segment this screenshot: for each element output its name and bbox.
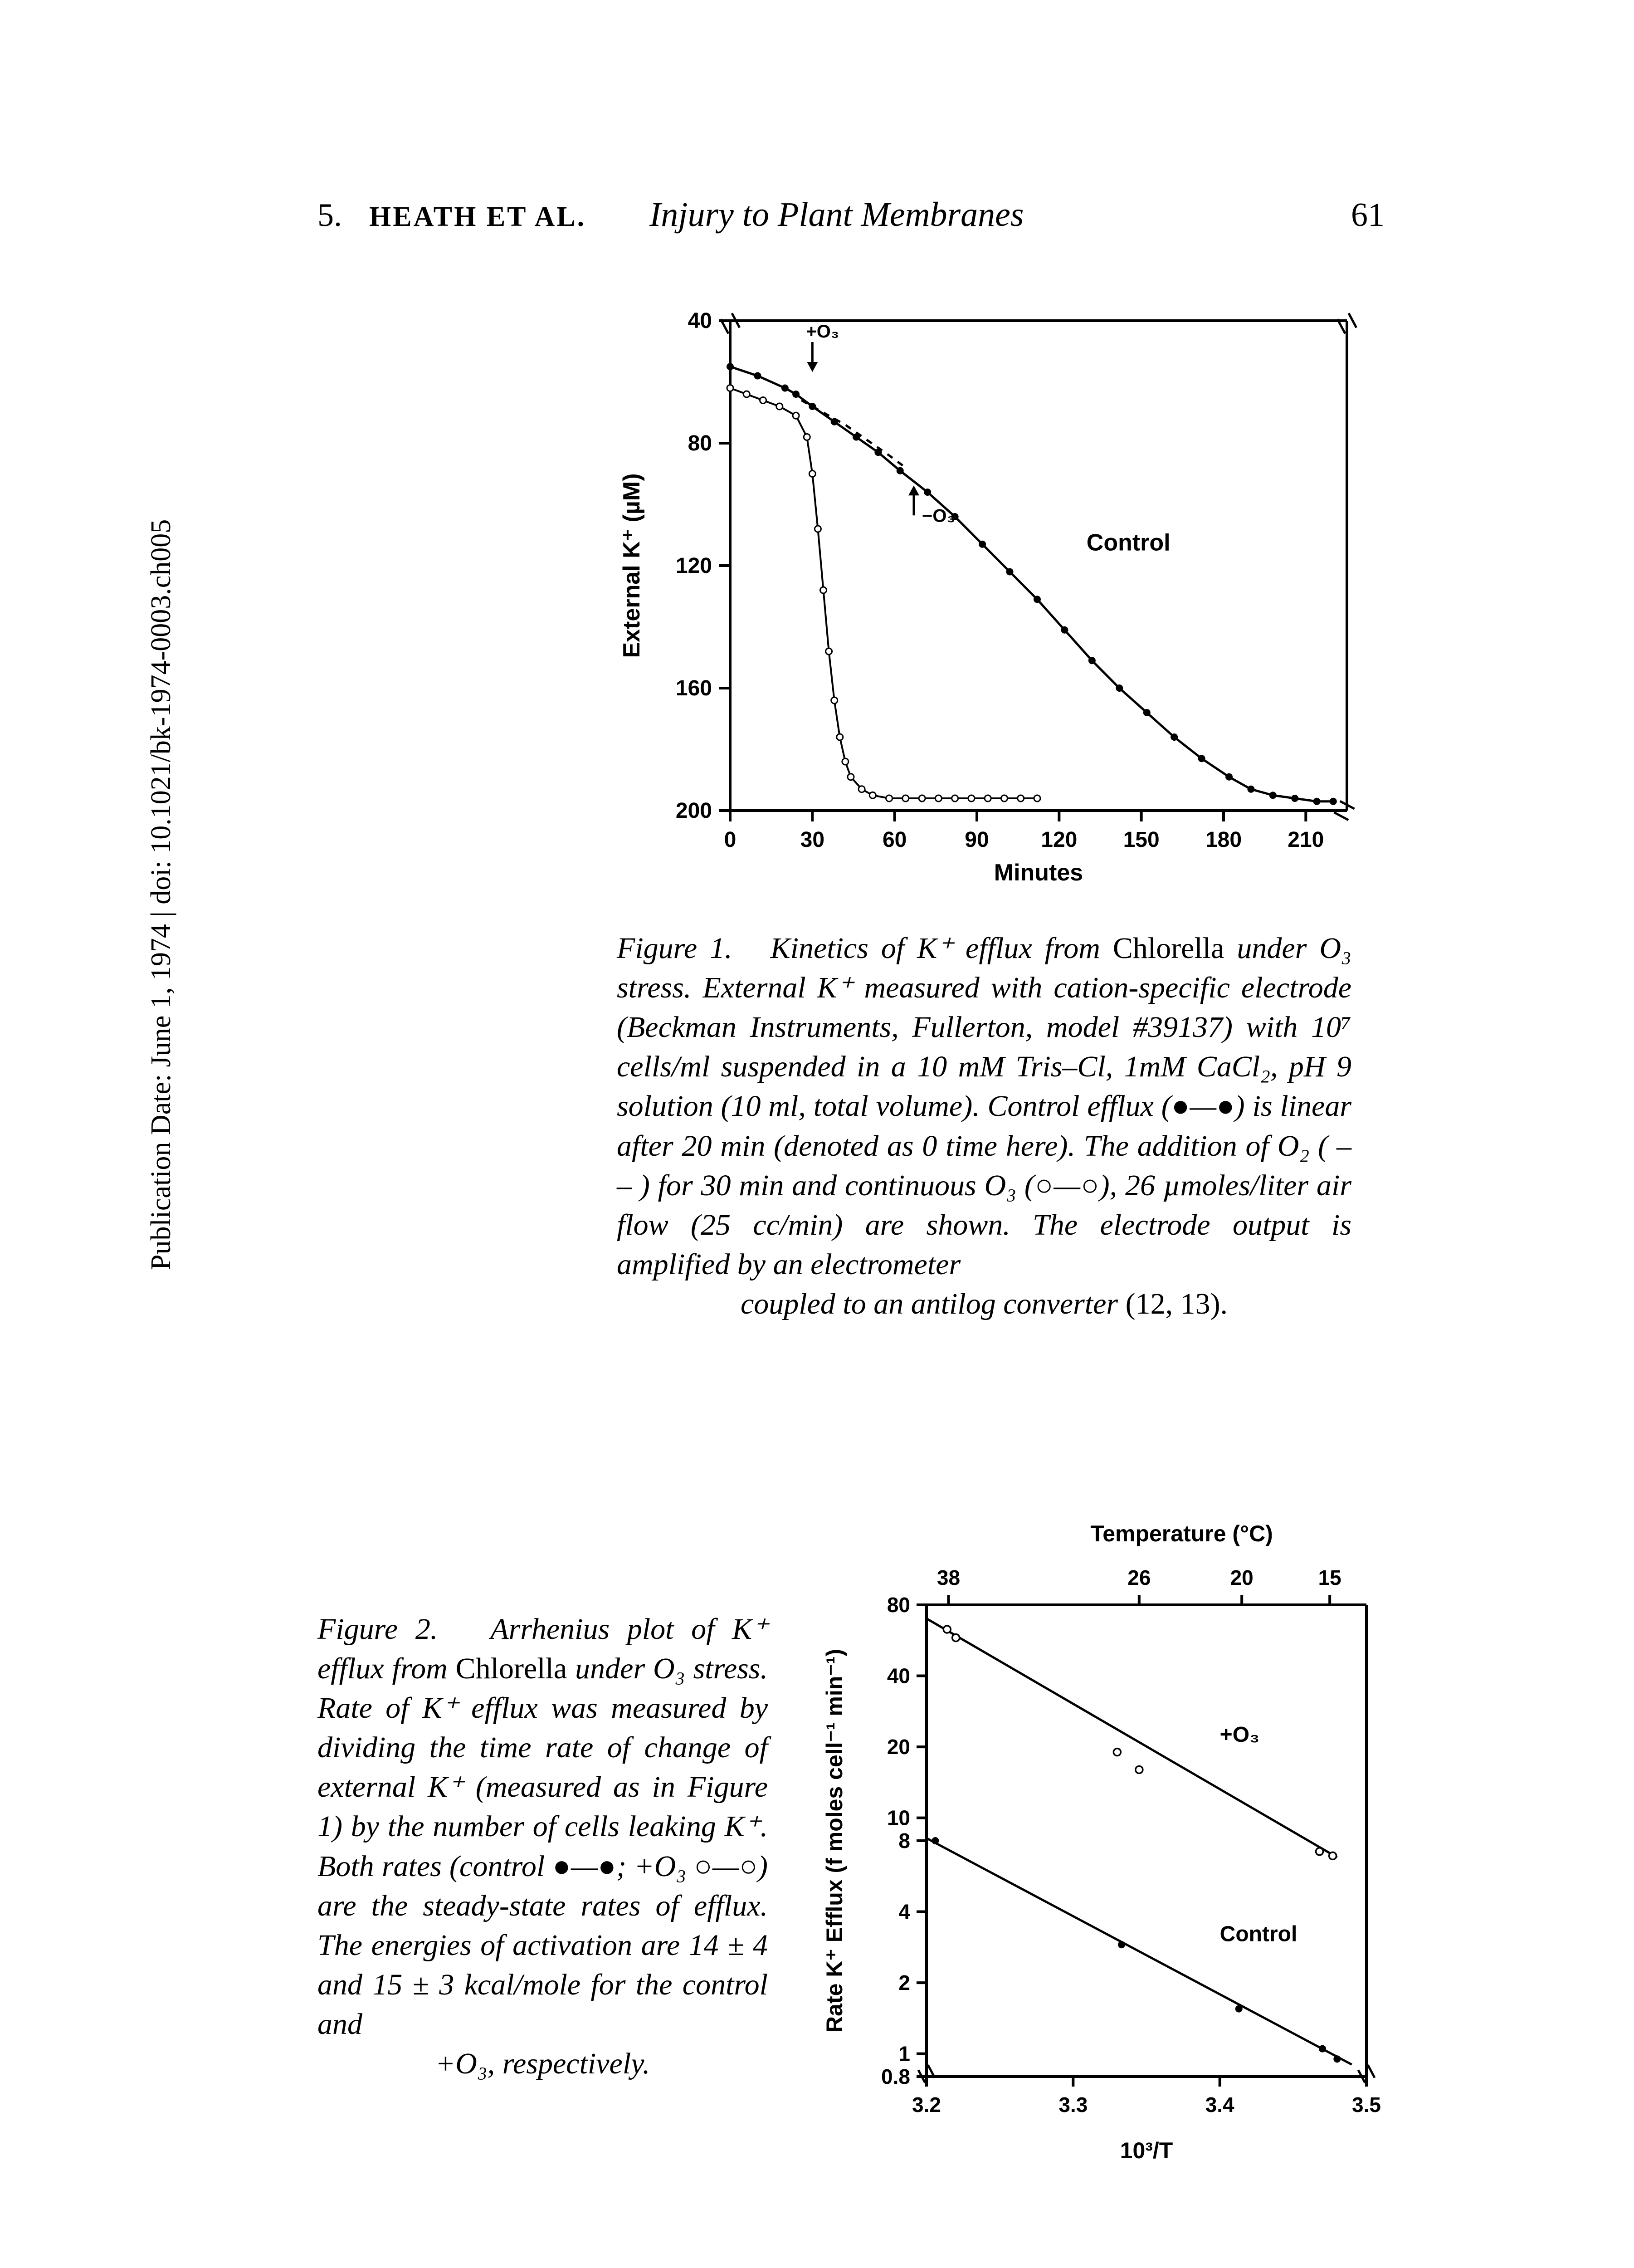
svg-text:120: 120: [1041, 828, 1077, 852]
svg-text:10: 10: [887, 1806, 910, 1830]
svg-text:10³/T: 10³/T: [1120, 2138, 1173, 2163]
page: Publication Date: June 1, 1974 | doi: 10…: [0, 0, 1634, 2268]
svg-text:120: 120: [676, 554, 712, 578]
svg-text:2: 2: [898, 1971, 910, 1994]
svg-text:20: 20: [1230, 1566, 1254, 1589]
svg-text:26: 26: [1127, 1566, 1151, 1589]
sidebar-publication-info: Publication Date: June 1, 1974 | doi: 10…: [145, 519, 177, 1270]
svg-text:150: 150: [1123, 828, 1160, 852]
svg-text:40: 40: [887, 1664, 910, 1688]
svg-text:3.4: 3.4: [1205, 2093, 1234, 2116]
figure-1-caption: Figure 1. Kinetics of K⁺ efflux from Chl…: [617, 929, 1351, 1324]
svg-text:4: 4: [898, 1900, 910, 1924]
svg-text:38: 38: [937, 1566, 960, 1589]
svg-text:External K⁺ (µM): External K⁺ (µM): [619, 473, 645, 658]
svg-text:60: 60: [883, 828, 907, 852]
svg-text:Minutes: Minutes: [994, 860, 1083, 886]
svg-text:80: 80: [887, 1593, 910, 1617]
running-title: Injury to Plant Membranes: [649, 195, 1024, 235]
svg-text:180: 180: [1205, 828, 1242, 852]
svg-text:8: 8: [898, 1829, 910, 1853]
svg-text:20: 20: [887, 1735, 910, 1759]
svg-text:30: 30: [800, 828, 824, 852]
svg-text:+O₃: +O₃: [1220, 1723, 1260, 1747]
svg-text:15: 15: [1318, 1566, 1341, 1589]
svg-text:80: 80: [688, 431, 712, 455]
svg-text:210: 210: [1288, 828, 1324, 852]
figure-2-caption: Figure 2. Arrhenius plot of K⁺ efflux fr…: [317, 1609, 768, 2083]
svg-text:Control: Control: [1220, 1922, 1297, 1946]
svg-text:200: 200: [676, 799, 712, 823]
figure-1: 0 30 60 90 120 150 180 210 Minutes 40 80 120 160 200 E…: [608, 303, 1379, 901]
svg-text:Rate K⁺ Efflux (f moles cel: Rate K⁺ Efflux (f moles cell⁻¹ min⁻¹): [822, 1649, 847, 2033]
page-number: 61: [1351, 196, 1385, 235]
svg-text:160: 160: [676, 676, 712, 700]
svg-text:3.3: 3.3: [1058, 2093, 1088, 2116]
figure-2-row: Figure 2. Arrhenius plot of K⁺ efflux fr…: [317, 1514, 1385, 2179]
svg-text:90: 90: [965, 828, 989, 852]
svg-text:Control: Control: [1087, 529, 1171, 556]
figure-2-chart: Temperature (°C) 38 26 20 15 3.2 3.3 3.4 3.5 10³/…: [813, 1514, 1385, 2176]
svg-text:40: 40: [688, 309, 712, 333]
svg-text:0.8: 0.8: [881, 2065, 910, 2088]
running-authors: HEATH ET AL.: [369, 201, 586, 233]
svg-text:3.5: 3.5: [1352, 2093, 1381, 2116]
svg-text:−O₃: −O₃: [922, 506, 955, 526]
svg-text:Temperature (°C): Temperature (°C): [1090, 1521, 1273, 1546]
svg-text:+O₃: +O₃: [806, 322, 839, 342]
chapter-number: 5.: [317, 196, 342, 234]
running-head: 5. HEATH ET AL. Injury to Plant Membrane…: [317, 195, 1385, 235]
svg-text:0: 0: [724, 828, 737, 852]
figure-1-chart: 0 30 60 90 120 150 180 210 Minutes 40 80 120 160 200 E…: [608, 303, 1370, 901]
svg-text:1: 1: [898, 2042, 910, 2066]
svg-text:3.2: 3.2: [912, 2093, 941, 2116]
